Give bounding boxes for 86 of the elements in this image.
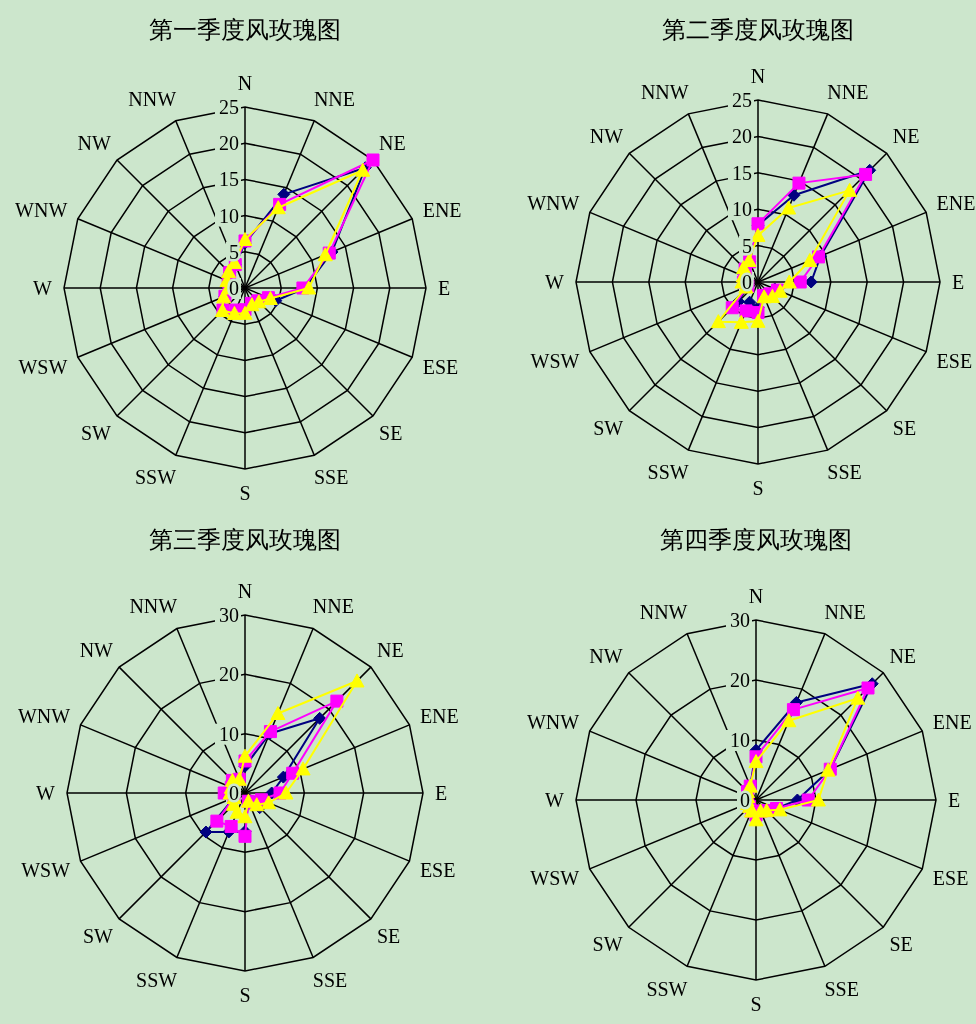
- spoke-label: NNW: [128, 87, 177, 110]
- spoke-label: ENE: [419, 704, 459, 727]
- spoke-label: SSW: [136, 968, 178, 991]
- spoke-label: ESE: [936, 349, 973, 372]
- spoke-label: E: [435, 782, 448, 804]
- spoke-label: ENE: [936, 192, 976, 215]
- spoke-label: W: [33, 277, 53, 299]
- spoke-label: SSE: [827, 461, 862, 484]
- y-tick-label: 25: [219, 96, 239, 118]
- spoke-label: E: [438, 277, 451, 299]
- spoke-label: WNW: [15, 198, 68, 221]
- y-tick-label: 25: [732, 89, 752, 111]
- spoke-label: N: [237, 72, 253, 94]
- spoke-label: SW: [593, 416, 624, 439]
- spoke-label: SSE: [313, 466, 349, 489]
- y-tick-label: 20: [732, 125, 752, 148]
- y-tick-label: 10: [730, 729, 750, 751]
- spoke-label: NW: [589, 644, 623, 667]
- spoke-label: NW: [77, 132, 112, 154]
- y-tick-label: 15: [219, 168, 239, 191]
- spoke-label: S: [750, 993, 762, 1015]
- spoke-label: NE: [892, 125, 920, 148]
- spoke-label: SW: [83, 924, 114, 947]
- spoke-label: WNW: [527, 192, 580, 215]
- spoke-label: NE: [377, 639, 404, 662]
- chart-title: 第二季度风玫瑰图: [662, 17, 854, 43]
- spoke-label: SSE: [824, 977, 859, 1000]
- spoke-label: NNW: [129, 595, 178, 618]
- spoke-label: N: [748, 585, 764, 607]
- spoke-label: SW: [592, 933, 623, 956]
- spoke-label: NE: [379, 132, 406, 154]
- spoke-label: NNW: [639, 600, 688, 623]
- chart-title: 第三季度风玫瑰图: [149, 527, 341, 553]
- y-tick-label: 10: [732, 198, 752, 221]
- spoke-label: E: [948, 789, 961, 811]
- spoke-label: WNW: [17, 704, 71, 727]
- y-tick-label: 20: [730, 669, 750, 691]
- spoke-label: NNE: [824, 600, 866, 623]
- chart-title: 第四季度风玫瑰图: [660, 527, 852, 553]
- spoke-label: NNE: [827, 80, 869, 103]
- spoke-label: SSW: [646, 977, 688, 1000]
- spoke-label: ESE: [932, 867, 969, 890]
- y-tick-label: 30: [219, 604, 239, 626]
- y-tick-label: 10: [219, 722, 239, 745]
- spoke-label: SE: [377, 924, 401, 947]
- spoke-label: S: [752, 477, 764, 499]
- spoke-label: NNE: [312, 595, 354, 618]
- spoke-label: ESE: [419, 859, 456, 882]
- spoke-label: W: [545, 271, 565, 293]
- y-tick-label: 30: [730, 609, 750, 631]
- spoke-label: SE: [889, 933, 913, 956]
- y-tick-label: 10: [219, 204, 239, 227]
- spoke-label: NE: [889, 644, 917, 667]
- y-tick-label: 20: [219, 132, 239, 155]
- spoke-label: S: [239, 482, 251, 504]
- spoke-label: SW: [80, 422, 112, 444]
- spoke-label: WSW: [530, 349, 580, 372]
- y-tick-label: 0: [740, 789, 750, 811]
- spoke-label: SSW: [647, 461, 689, 484]
- spoke-label: W: [545, 789, 565, 811]
- spoke-label: E: [952, 271, 965, 293]
- spoke-label: ESE: [422, 355, 459, 378]
- spoke-label: NW: [79, 639, 114, 662]
- spoke-label: NNE: [313, 87, 356, 110]
- spoke-label: N: [237, 580, 253, 602]
- y-tick-label: 0: [229, 782, 239, 804]
- spoke-label: S: [239, 984, 251, 1006]
- y-tick-label: 15: [732, 161, 752, 184]
- spoke-label: WSW: [21, 859, 71, 882]
- spoke-label: N: [750, 65, 766, 87]
- y-tick-label: 0: [229, 277, 239, 299]
- spoke-label: SE: [892, 416, 917, 439]
- spoke-label: W: [36, 782, 56, 804]
- spoke-label: WNW: [527, 710, 580, 733]
- y-tick-label: 5: [742, 234, 752, 257]
- spoke-label: SE: [379, 422, 403, 444]
- spoke-label: WSW: [530, 867, 580, 890]
- chart-title: 第一季度风玫瑰图: [149, 17, 341, 43]
- spoke-label: ENE: [422, 198, 462, 221]
- spoke-label: SSE: [312, 968, 348, 991]
- spoke-label: ENE: [932, 710, 972, 733]
- y-tick-label: 20: [219, 663, 239, 686]
- spoke-label: WSW: [18, 355, 68, 378]
- spoke-label: NW: [589, 125, 624, 148]
- spoke-label: SSW: [134, 466, 177, 489]
- spoke-label: NNW: [640, 80, 689, 103]
